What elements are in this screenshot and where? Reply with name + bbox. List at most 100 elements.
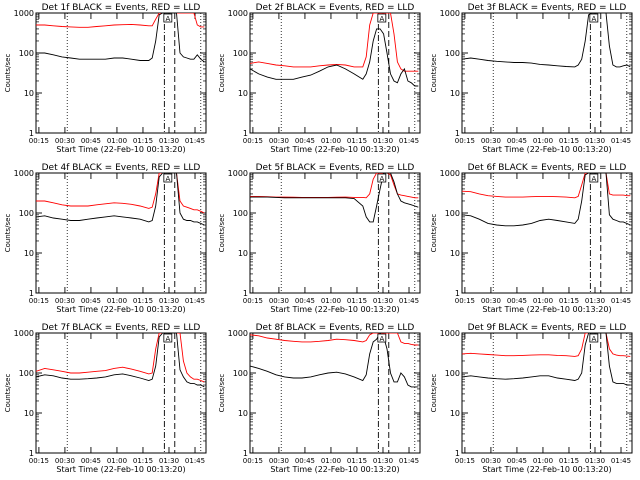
y-axis-label: Counts/sec: [4, 214, 12, 253]
events-series-line: [36, 13, 205, 63]
data-area: [462, 333, 631, 453]
y-tick-label: 1: [455, 129, 460, 138]
events-series-line: [462, 173, 631, 227]
x-tick-label: 00:30: [55, 137, 75, 145]
data-area: [250, 333, 419, 453]
lld-series-line: [250, 173, 419, 199]
x-tick-label: 01:15: [133, 137, 153, 145]
x-tick-label: 01:45: [399, 457, 419, 465]
plot-frame: [249, 172, 421, 294]
x-tick-label: 01:45: [185, 457, 205, 465]
y-axis-label: Counts/sec: [218, 54, 226, 93]
attenuator-marker-box: [589, 13, 599, 23]
y-tick-label: 1000: [228, 329, 248, 338]
attenuator-marker-box: [163, 333, 173, 343]
lld-series-line: [462, 173, 631, 199]
y-tick-label: 10: [450, 89, 460, 98]
x-tick-label: 01:30: [585, 457, 605, 465]
x-tick-label: 01:00: [107, 457, 127, 465]
y-tick-label: 100: [19, 49, 34, 58]
x-tick-label: 00:15: [29, 457, 49, 465]
y-axis-label: Counts/sec: [218, 214, 226, 253]
attenuator-marker-label: A: [379, 15, 384, 23]
y-tick-label: 100: [445, 369, 460, 378]
y-axis-label: Counts/sec: [4, 54, 12, 93]
x-tick-label: 01:15: [559, 457, 579, 465]
x-tick-label: 01:30: [585, 137, 605, 145]
detector-panel-3: Det 3f BLACK = Events, RED = LLD 1 10 100 10…: [430, 3, 633, 154]
x-tick-label: 01:45: [399, 137, 419, 145]
y-tick-label: 1: [29, 129, 34, 138]
x-tick-label: 01:15: [347, 457, 367, 465]
y-tick-label: 1000: [228, 9, 248, 18]
attenuator-marker-label: A: [591, 175, 596, 183]
x-tick-label: 01:15: [347, 297, 367, 305]
x-tick-label: 00:45: [295, 297, 315, 305]
y-tick-label: 1: [29, 449, 34, 458]
panel-title: Det 3f BLACK = Events, RED = LLD: [468, 3, 627, 13]
plot-frame: [35, 172, 207, 294]
x-tick-label: 01:15: [133, 457, 153, 465]
attenuator-marker-label: A: [165, 15, 170, 23]
panel-title: Det 5f BLACK = Events, RED = LLD: [256, 163, 415, 173]
x-tick-label: 01:45: [611, 457, 631, 465]
x-tick-label: 00:45: [81, 137, 101, 145]
x-axis-label: Start Time (22-Feb-10 00:13:20): [482, 145, 611, 154]
y-tick-label: 1: [243, 449, 248, 458]
plot-frame: [249, 12, 421, 134]
x-axis-label: Start Time (22-Feb-10 00:13:20): [482, 305, 611, 314]
lld-series-line: [36, 173, 205, 214]
x-tick-label: 01:00: [321, 457, 341, 465]
x-axis-label: Start Time (22-Feb-10 00:13:20): [56, 465, 185, 474]
x-tick-label: 00:45: [507, 457, 527, 465]
x-tick-label: 00:30: [481, 297, 501, 305]
plot-frame: [35, 332, 207, 454]
x-tick-label: 01:15: [559, 297, 579, 305]
y-tick-label: 1000: [440, 329, 460, 338]
x-tick-label: 00:30: [269, 137, 289, 145]
y-tick-label: 100: [233, 49, 248, 58]
data-area: [250, 13, 419, 133]
panel-title: Det 1f BLACK = Events, RED = LLD: [42, 3, 201, 13]
x-tick-label: 01:30: [373, 297, 393, 305]
y-tick-label: 10: [24, 249, 34, 258]
data-area: [36, 173, 205, 293]
y-tick-label: 1000: [228, 169, 248, 178]
y-tick-label: 100: [445, 49, 460, 58]
x-tick-label: 00:45: [295, 457, 315, 465]
x-tick-label: 01:30: [373, 137, 393, 145]
x-tick-label: 00:15: [29, 297, 49, 305]
y-tick-label: 100: [445, 209, 460, 218]
x-tick-label: 01:45: [399, 297, 419, 305]
attenuator-marker-box: [377, 173, 387, 183]
data-area: [250, 173, 419, 293]
detector-panel-5: Det 5f BLACK = Events, RED = LLD 1 10 100 10…: [218, 163, 421, 314]
x-axis-label: Start Time (22-Feb-10 00:13:20): [270, 305, 399, 314]
x-tick-label: 01:30: [159, 457, 179, 465]
plot-frame: [35, 12, 207, 134]
data-area: [462, 173, 631, 293]
plot-frame: [461, 172, 633, 294]
x-axis-label: Start Time (22-Feb-10 00:13:20): [56, 145, 185, 154]
y-axis-label: Counts/sec: [430, 54, 438, 93]
x-tick-label: 00:30: [269, 457, 289, 465]
x-tick-label: 01:00: [533, 297, 553, 305]
x-tick-label: 00:15: [455, 137, 475, 145]
x-tick-label: 01:30: [159, 297, 179, 305]
y-tick-label: 100: [19, 369, 34, 378]
y-axis-label: Counts/sec: [218, 374, 226, 413]
attenuator-marker-label: A: [165, 335, 170, 343]
events-series-line: [250, 333, 419, 388]
y-tick-label: 10: [450, 249, 460, 258]
y-tick-label: 100: [233, 209, 248, 218]
attenuator-marker-box: [163, 173, 173, 183]
detector-panel-9: Det 9f BLACK = Events, RED = LLD 1 10 100 10…: [430, 323, 633, 474]
panel-title: Det 7f BLACK = Events, RED = LLD: [42, 323, 201, 333]
lld-series-line: [250, 333, 419, 346]
x-tick-label: 01:00: [321, 137, 341, 145]
attenuator-marker-label: A: [165, 175, 170, 183]
attenuator-marker-label: A: [591, 15, 596, 23]
x-tick-label: 01:15: [559, 137, 579, 145]
x-tick-label: 01:45: [185, 137, 205, 145]
